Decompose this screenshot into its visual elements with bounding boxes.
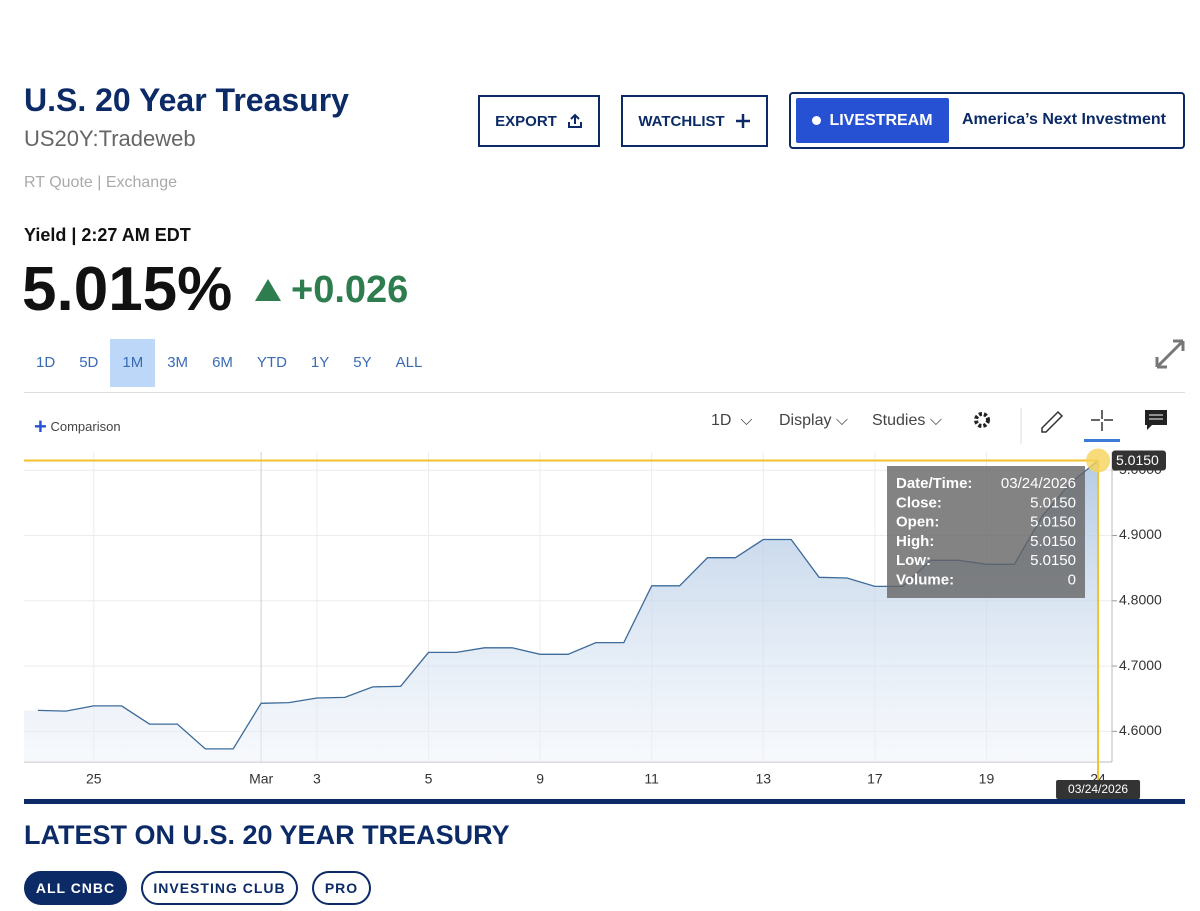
navy-bar	[24, 799, 1185, 804]
draw-icon[interactable]	[1041, 410, 1064, 433]
up-arrow	[255, 279, 281, 301]
comparison-label: Comparison	[50, 419, 121, 434]
tab[interactable]: INVESTING CLUB	[141, 871, 298, 905]
value-badge-label: 5.0150	[1116, 452, 1159, 468]
y-tick-label: 4.7000	[1119, 657, 1162, 673]
watchlist-button[interactable]: WATCHLIST	[621, 95, 768, 147]
x-tick-label: 11	[644, 771, 659, 787]
comment-icon[interactable]	[1144, 409, 1168, 431]
export-label: EXPORT	[495, 112, 557, 130]
tooltip-key: Low:	[896, 552, 931, 569]
change: +0.026	[291, 269, 409, 311]
share-icon	[567, 113, 582, 128]
range-button[interactable]: ALL	[395, 354, 423, 371]
tooltip-key: High:	[896, 533, 934, 550]
divider	[24, 392, 1185, 393]
quote-source: RT Quote | Exchange	[24, 174, 177, 191]
expand-icon[interactable]	[1154, 338, 1186, 370]
display-label: Display	[779, 412, 832, 429]
title: U.S. 20 Year Treasury	[24, 82, 349, 118]
display-menu[interactable]: Display ⌵	[779, 412, 849, 429]
tooltip-key: Open:	[896, 514, 939, 531]
studies-menu[interactable]: Studies ⌵	[872, 412, 942, 429]
tooltip-value: 5.0150	[1030, 494, 1076, 511]
x-tick-label: 3	[313, 771, 321, 787]
export-button[interactable]: EXPORT	[478, 95, 600, 147]
x-tick-label: 19	[979, 771, 995, 787]
y-tick-label: 4.9000	[1119, 526, 1162, 542]
y-tick-label: 4.6000	[1119, 722, 1162, 738]
range-button[interactable]: 1Y	[310, 354, 330, 371]
x-tick-label: 9	[536, 771, 544, 787]
livestream-button[interactable]: LIVESTREAM	[796, 98, 949, 143]
studies-label: Studies	[872, 412, 926, 429]
tooltip	[887, 466, 1085, 598]
range-button[interactable]: 6M	[212, 354, 233, 371]
range-button[interactable]: 3M	[167, 354, 189, 371]
tooltip-value: 5.0150	[1030, 552, 1076, 569]
range-button[interactable]: 5D	[79, 354, 99, 371]
symbol: US20Y:Tradeweb	[24, 126, 196, 151]
x-tick-label: 25	[86, 771, 102, 787]
crosshair-icon[interactable]	[1091, 410, 1113, 431]
tooltip-value: 03/24/2026	[1001, 475, 1076, 492]
date-badge-label: 03/24/2026	[1068, 782, 1128, 796]
tooltip-key: Close:	[896, 494, 942, 511]
tooltip-value: 5.0150	[1030, 514, 1076, 531]
x-tick-label: Mar	[249, 771, 273, 787]
latest-title: LATEST ON U.S. 20 YEAR TREASURY	[24, 820, 510, 850]
live-dot	[812, 116, 822, 125]
date-badge	[1056, 780, 1141, 799]
x-tick-label: 5	[425, 771, 433, 787]
livestream-label: LIVESTREAM	[829, 111, 933, 129]
y-tick-label: 4.8000	[1119, 592, 1162, 608]
promo-label: America’s Next Investment	[962, 111, 1166, 128]
range-button[interactable]: 1M	[110, 339, 156, 387]
x-tick-label: 17	[867, 771, 883, 787]
tooltip-value: 0	[1068, 571, 1076, 588]
chart-tools	[974, 408, 1120, 444]
tooltip-value: 5.0150	[1030, 533, 1076, 550]
livestream-box[interactable]: LIVESTREAM America’s Next Investment	[789, 92, 1185, 149]
plus-icon	[735, 114, 750, 128]
x-tick-label: 13	[755, 771, 771, 787]
area	[24, 460, 1099, 762]
range-selector: 1D 5D 1M 3M 6M YTD 1Y 5Y ALL	[24, 339, 434, 387]
active-tool	[1084, 439, 1120, 442]
crosshair-dot	[1086, 448, 1111, 473]
tab[interactable]: PRO	[312, 871, 371, 905]
watchlist-label: WATCHLIST	[638, 112, 725, 130]
value-badge	[1112, 450, 1166, 471]
interval-label: 1D	[711, 412, 732, 429]
range-button[interactable]: 1D	[36, 354, 56, 371]
range-button[interactable]: YTD	[256, 354, 287, 371]
settings-icon[interactable]	[974, 412, 990, 428]
tooltip-key: Volume:	[896, 571, 954, 588]
chart: 4.60004.70004.80004.90005.000025Mar35911…	[24, 448, 1185, 804]
tab[interactable]: ALL CNBC	[24, 871, 127, 905]
quote-label: Yield | 2:27 AM EDT	[24, 225, 191, 245]
comparison-button[interactable]: + Comparison	[34, 414, 121, 439]
price: 5.015%	[22, 255, 233, 324]
range-button[interactable]: 5Y	[353, 354, 372, 371]
interval-menu[interactable]: 1D ⌵	[711, 412, 753, 429]
tooltip-key: Date/Time:	[896, 475, 972, 492]
